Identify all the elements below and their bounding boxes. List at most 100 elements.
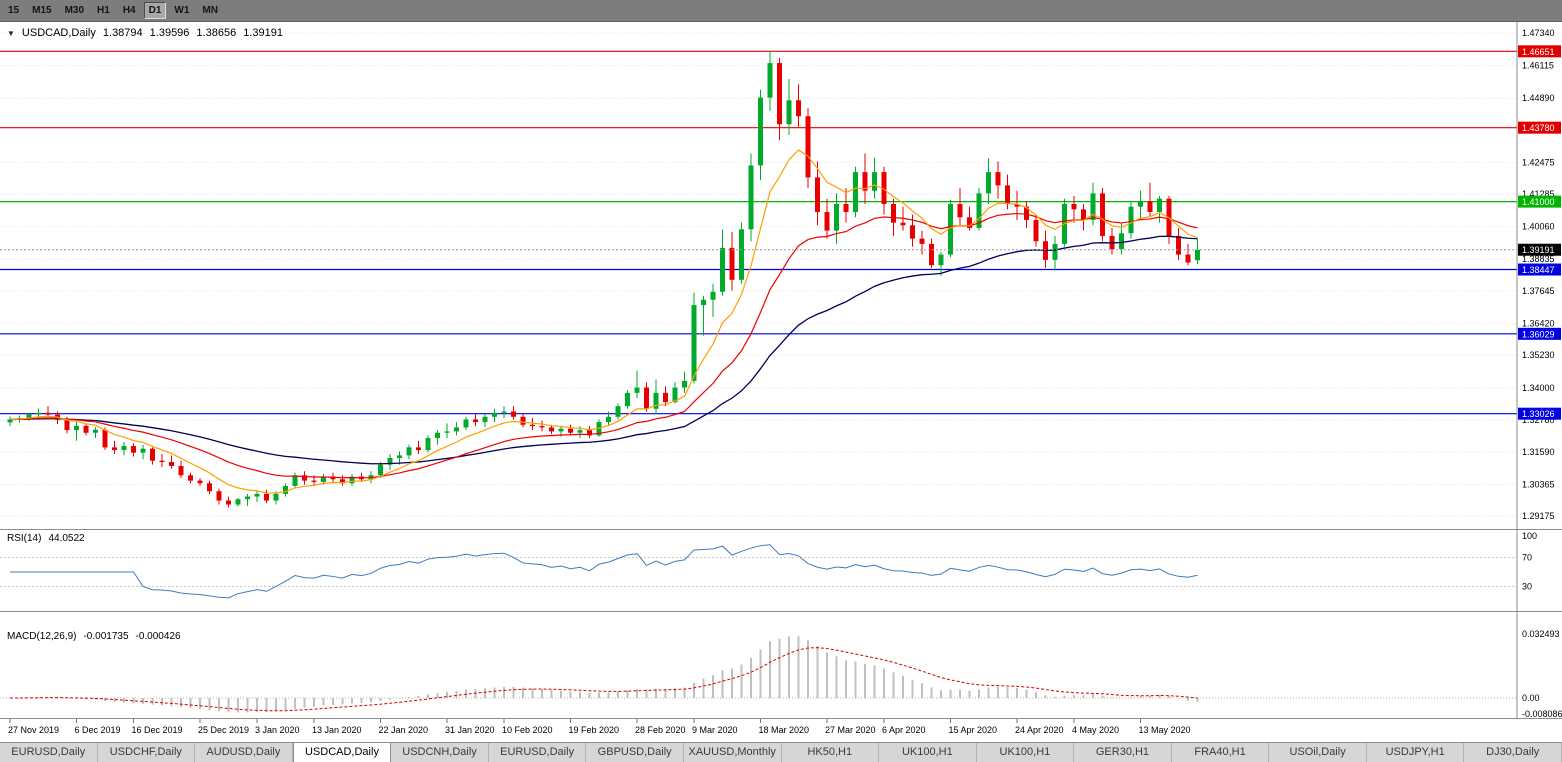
macd-label: MACD(12,26,9) xyxy=(7,631,77,642)
chart-tab-uk100-h1[interactable]: UK100,H1 xyxy=(977,743,1075,762)
svg-text:1.33026: 1.33026 xyxy=(1522,409,1555,419)
rsi-header: RSI(14) 44.0522 xyxy=(7,533,85,544)
price-level-badge: 1.33026 xyxy=(1518,407,1561,420)
svg-text:1.36420: 1.36420 xyxy=(1522,318,1555,328)
collapse-icon[interactable]: ▼ xyxy=(7,28,15,38)
svg-text:1.36029: 1.36029 xyxy=(1522,329,1555,339)
ma-fast-line xyxy=(9,149,1198,494)
chart-tab-xauusd-monthly[interactable]: XAUUSD,Monthly xyxy=(684,743,782,762)
rsi-levels xyxy=(0,557,1517,587)
svg-text:10 Feb 2020: 10 Feb 2020 xyxy=(502,725,553,735)
chart-area: 1.47340 1.46115 1.44890 1.42475 1.41285 1.400… xyxy=(0,22,1562,742)
chart-tab-usdchf-daily[interactable]: USDCHF,Daily xyxy=(98,743,196,762)
svg-text:-0.008086: -0.008086 xyxy=(1522,709,1562,719)
svg-text:1.41285: 1.41285 xyxy=(1522,189,1555,199)
chart-tab-eurusd-daily[interactable]: EURUSD,Daily xyxy=(489,743,587,762)
chart-tabs-bar: EURUSD,Daily USDCHF,Daily AUDUSD,Daily USDC… xyxy=(0,742,1562,762)
macd-signal-line xyxy=(9,647,1198,712)
chart-tab-hk50-h1[interactable]: HK50,H1 xyxy=(782,743,880,762)
price-level-badge: 1.36029 xyxy=(1518,327,1561,340)
timeframe-button-m30[interactable]: M30 xyxy=(64,5,85,16)
svg-text:1.32780: 1.32780 xyxy=(1522,415,1555,425)
horizontal-level-lines xyxy=(0,50,1517,415)
svg-text:1.31590: 1.31590 xyxy=(1522,447,1555,457)
chart-tab-gbpusd-daily[interactable]: GBPUSD,Daily xyxy=(586,743,684,762)
chart-tab-usdcad-daily[interactable]: USDCAD,Daily xyxy=(292,743,392,762)
svg-text:1.46651: 1.46651 xyxy=(1522,47,1555,57)
timeframe-button-h1[interactable]: H1 xyxy=(97,5,110,16)
svg-text:31 Jan 2020: 31 Jan 2020 xyxy=(445,725,495,735)
timeframe-toolbar: 15 M15 M30 H1 H4 D1 W1 MN xyxy=(0,0,1562,22)
price-level-badge: 1.43780 xyxy=(1518,121,1561,134)
svg-text:1.47340: 1.47340 xyxy=(1522,28,1555,38)
chart-tab-uk100-h1[interactable]: UK100,H1 xyxy=(879,743,977,762)
time-axis: 27 Nov 2019 6 Dec 2019 16 Dec 2019 25 Dec 2… xyxy=(8,719,1191,735)
ohlc-high: 1.39596 xyxy=(149,27,190,39)
svg-text:4 May 2020: 4 May 2020 xyxy=(1072,725,1119,735)
price-level-badge: 1.38447 xyxy=(1518,263,1561,276)
price-level-badge: 1.41000 xyxy=(1518,195,1561,208)
ohlc-low: 1.38656 xyxy=(196,27,237,39)
price-axis: 1.47340 1.46115 1.44890 1.42475 1.41285 1.400… xyxy=(1522,28,1555,521)
chart-tab-fra40-h1[interactable]: FRA40,H1 xyxy=(1172,743,1270,762)
timeframe-button-h4[interactable]: H4 xyxy=(122,5,136,16)
svg-text:3 Jan 2020: 3 Jan 2020 xyxy=(255,725,300,735)
svg-text:1.46115: 1.46115 xyxy=(1522,61,1554,71)
svg-text:0.032493: 0.032493 xyxy=(1522,629,1560,639)
rsi-line xyxy=(10,544,1198,599)
svg-text:6 Dec 2019: 6 Dec 2019 xyxy=(75,725,121,735)
rsi-value: 44.0522 xyxy=(48,533,85,544)
chart-tab-ger30-h1[interactable]: GER30,H1 xyxy=(1074,743,1172,762)
svg-text:1.38447: 1.38447 xyxy=(1522,265,1555,275)
chart-tab-usoil-daily[interactable]: USOil,Daily xyxy=(1269,743,1367,762)
ohlc-close: 1.39191 xyxy=(243,27,283,39)
svg-text:28 Feb 2020: 28 Feb 2020 xyxy=(635,725,686,735)
macd-signal-value: -0.000426 xyxy=(135,631,181,642)
ma-mid-line xyxy=(9,212,1198,479)
chart-tab-audusd-daily[interactable]: AUDUSD,Daily xyxy=(195,743,293,762)
chart-tab-dj30-daily[interactable]: DJ30,Daily xyxy=(1464,743,1562,762)
svg-text:1.29175: 1.29175 xyxy=(1522,511,1555,521)
macd-axis: 0.032493 0.00 -0.008086 xyxy=(1522,629,1562,719)
svg-text:6 Apr 2020: 6 Apr 2020 xyxy=(882,725,926,735)
current-price-badge: 1.39191 xyxy=(1518,243,1561,256)
price-gridlines xyxy=(0,32,1517,517)
svg-text:70: 70 xyxy=(1522,553,1532,563)
svg-text:0.00: 0.00 xyxy=(1522,693,1540,703)
svg-text:30: 30 xyxy=(1522,581,1532,591)
svg-text:1.42475: 1.42475 xyxy=(1522,157,1555,167)
svg-text:15 Apr 2020: 15 Apr 2020 xyxy=(949,725,998,735)
chart-tab-usdjpy-h1[interactable]: USDJPY,H1 xyxy=(1367,743,1465,762)
chart-canvas[interactable]: 1.47340 1.46115 1.44890 1.42475 1.41285 1.400… xyxy=(0,22,1562,742)
svg-text:100: 100 xyxy=(1522,531,1537,541)
price-level-badge: 1.46651 xyxy=(1518,45,1561,58)
svg-text:1.35230: 1.35230 xyxy=(1522,350,1555,360)
svg-text:19 Feb 2020: 19 Feb 2020 xyxy=(569,725,620,735)
svg-text:27 Mar 2020: 27 Mar 2020 xyxy=(825,725,876,735)
ohlc-open: 1.38794 xyxy=(102,27,143,39)
svg-text:1.41000: 1.41000 xyxy=(1522,197,1555,207)
svg-text:16 Dec 2019: 16 Dec 2019 xyxy=(132,725,183,735)
svg-text:1.37645: 1.37645 xyxy=(1522,286,1555,296)
rsi-label: RSI(14) xyxy=(7,533,42,544)
timeframe-button-w1[interactable]: W1 xyxy=(174,5,190,16)
timeframe-button-15[interactable]: 15 xyxy=(8,5,20,16)
svg-text:1.44890: 1.44890 xyxy=(1522,93,1555,103)
svg-text:1.40060: 1.40060 xyxy=(1522,222,1555,232)
svg-text:1.43780: 1.43780 xyxy=(1522,123,1555,133)
svg-text:24 Apr 2020: 24 Apr 2020 xyxy=(1015,725,1064,735)
svg-text:18 Mar 2020: 18 Mar 2020 xyxy=(759,725,810,735)
svg-text:1.34000: 1.34000 xyxy=(1522,383,1555,393)
svg-text:13 May 2020: 13 May 2020 xyxy=(1139,725,1191,735)
chart-tab-usdcnh-daily[interactable]: USDCNH,Daily xyxy=(391,743,489,762)
candlesticks xyxy=(7,50,1200,508)
svg-text:27 Nov 2019: 27 Nov 2019 xyxy=(8,725,59,735)
chart-tab-eurusd-daily[interactable]: EURUSD,Daily xyxy=(0,743,98,762)
svg-text:1.30365: 1.30365 xyxy=(1522,479,1555,489)
timeframe-button-d1[interactable]: D1 xyxy=(143,2,167,19)
svg-text:9 Mar 2020: 9 Mar 2020 xyxy=(692,725,738,735)
macd-main-value: -0.001735 xyxy=(83,631,129,642)
timeframe-button-mn[interactable]: MN xyxy=(202,5,218,16)
timeframe-button-m15[interactable]: M15 xyxy=(32,5,52,16)
